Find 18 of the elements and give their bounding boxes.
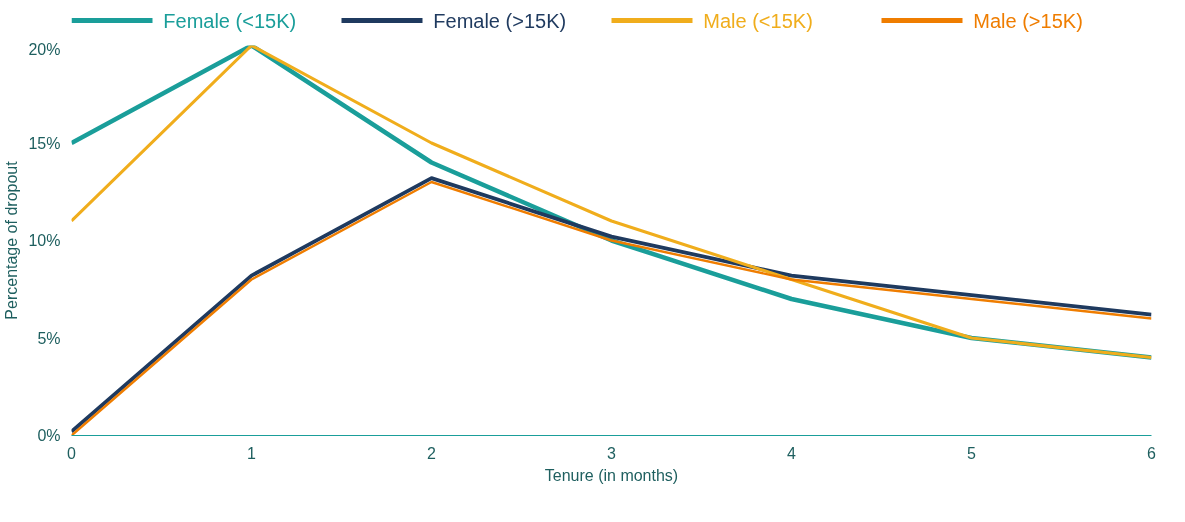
x-tick-label: 1	[247, 444, 257, 462]
y-tick-label: 0%	[37, 427, 61, 444]
x-tick-label: 3	[607, 444, 617, 462]
x-tick-label: 6	[1147, 444, 1157, 462]
x-axis-title: Tenure (in months)	[544, 466, 679, 484]
y-tick-label: 15%	[28, 134, 61, 152]
x-tick-label: 2	[427, 444, 437, 462]
legend-label: Male (>15K)	[973, 9, 1083, 32]
legend-label: Female (<15K)	[163, 9, 297, 32]
legend-label: Female (>15K)	[433, 9, 567, 32]
y-tick-label: 20%	[28, 40, 61, 58]
y-axis-title: Percentage of dropout	[3, 160, 21, 320]
legend-label: Male (<15K)	[703, 9, 813, 32]
y-tick-label: 5%	[37, 329, 61, 347]
x-tick-label: 4	[787, 444, 797, 462]
x-tick-label: 5	[967, 444, 977, 462]
y-tick-label: 10%	[28, 232, 61, 249]
x-tick-label: 0	[67, 444, 77, 462]
